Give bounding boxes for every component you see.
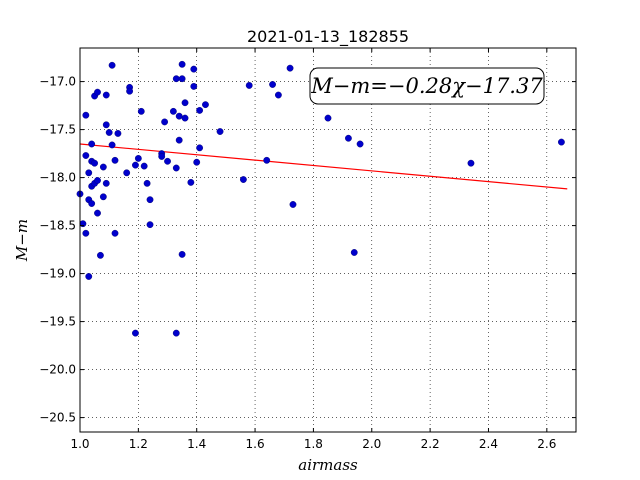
- y-tick-label: −20.0: [39, 363, 76, 377]
- fit-equation: M−m=−0.28χ−17.37: [310, 74, 543, 98]
- data-point: [172, 164, 180, 172]
- x-tick-label: 2.6: [537, 437, 556, 451]
- x-tick-label: 1.0: [70, 437, 89, 451]
- data-point: [132, 161, 139, 169]
- data-point: [94, 209, 101, 217]
- data-point: [85, 273, 93, 280]
- data-point: [91, 159, 98, 167]
- data-point: [123, 169, 131, 177]
- chart-title: 2021-01-13_182855: [247, 27, 409, 47]
- data-point: [178, 75, 186, 83]
- data-point: [181, 99, 189, 107]
- data-point: [94, 88, 101, 96]
- data-point: [164, 157, 171, 165]
- scatter-points: [76, 60, 565, 337]
- data-point: [137, 107, 145, 115]
- data-point: [134, 154, 142, 162]
- y-axis-label: M−m: [13, 219, 31, 262]
- data-point: [108, 61, 116, 69]
- data-point: [99, 193, 107, 201]
- data-point: [196, 107, 204, 114]
- data-point: [345, 134, 352, 142]
- data-point: [239, 176, 247, 183]
- data-point: [196, 144, 204, 152]
- data-point: [172, 329, 180, 337]
- data-point: [467, 159, 475, 167]
- data-point: [105, 129, 113, 136]
- data-point: [143, 179, 151, 187]
- data-point: [111, 229, 119, 237]
- data-point: [190, 83, 198, 90]
- x-tick-label: 2.0: [362, 437, 381, 451]
- data-point: [114, 130, 122, 137]
- data-point: [181, 114, 189, 122]
- data-point: [161, 118, 169, 126]
- data-point: [99, 163, 107, 171]
- data-point: [126, 87, 134, 95]
- data-point: [190, 65, 198, 73]
- data-point: [172, 75, 180, 83]
- data-point: [85, 169, 93, 177]
- data-point: [202, 101, 209, 109]
- data-point: [140, 162, 148, 170]
- data-point: [286, 64, 294, 72]
- y-tick-label: −17.5: [39, 123, 76, 137]
- data-point: [274, 91, 282, 99]
- annotation-box: [309, 67, 545, 105]
- data-point: [88, 200, 96, 207]
- x-axis-label: airmass: [298, 456, 358, 474]
- data-point: [88, 140, 96, 148]
- data-point: [245, 82, 253, 89]
- data-point: [175, 112, 183, 120]
- data-point: [324, 114, 332, 122]
- data-point: [178, 250, 186, 258]
- fit-annotation: M−m=−0.28χ−17.37: [309, 67, 545, 105]
- x-tick-label: 1.2: [129, 437, 148, 451]
- data-point: [82, 111, 90, 119]
- x-tick-label: 1.6: [246, 437, 265, 451]
- data-point: [558, 138, 565, 146]
- y-tick-label: −17.0: [39, 75, 76, 89]
- y-tick-label: −19.5: [39, 315, 76, 329]
- y-tick-label: −18.0: [39, 171, 76, 185]
- data-point: [169, 107, 177, 115]
- data-point: [102, 179, 110, 187]
- data-point: [132, 329, 139, 337]
- data-point: [94, 177, 101, 184]
- data-point: [269, 81, 276, 88]
- plot-area: [80, 48, 576, 432]
- data-point: [108, 141, 116, 149]
- data-point: [350, 249, 358, 256]
- plot-frame: [79, 47, 577, 433]
- data-point: [289, 201, 297, 208]
- x-tick-label: 1.4: [187, 437, 206, 451]
- data-point: [146, 196, 154, 204]
- data-point: [216, 128, 224, 135]
- data-point: [356, 140, 364, 148]
- data-point: [193, 158, 201, 166]
- data-point: [102, 91, 110, 99]
- data-point: [146, 221, 154, 229]
- y-tick-label: −19.0: [39, 267, 76, 281]
- x-tick-label: 2.4: [479, 437, 498, 451]
- data-point: [102, 121, 110, 129]
- ticks: 1.0 1.2 1.4 1.6 1.8 2.0 2.2 2.4 2.6 −17.0 −17.5 −18…: [39, 48, 576, 451]
- data-point: [97, 251, 104, 259]
- y-tick-label: −20.5: [39, 411, 76, 425]
- data-point: [187, 178, 195, 186]
- data-point: [263, 156, 271, 164]
- x-tick-label: 2.2: [421, 437, 440, 451]
- data-point: [175, 136, 183, 144]
- data-point: [82, 229, 90, 237]
- data-point: [111, 156, 119, 164]
- data-point: [82, 152, 90, 159]
- data-point: [178, 60, 186, 68]
- data-point: [158, 153, 166, 160]
- y-tick-label: −18.5: [39, 219, 76, 233]
- x-tick-label: 1.8: [304, 437, 323, 451]
